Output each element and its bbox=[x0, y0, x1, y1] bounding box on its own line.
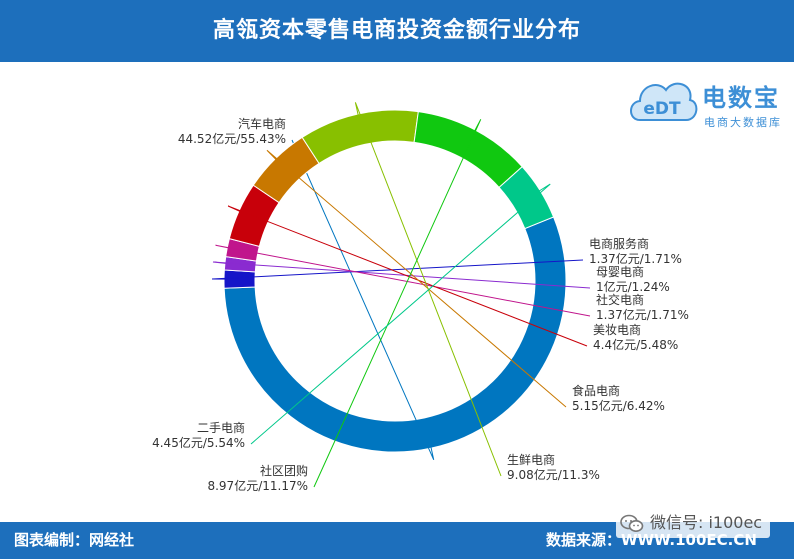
logo-badge: eDT bbox=[643, 99, 681, 119]
slice-name-label: 二手电商 bbox=[197, 420, 245, 435]
leader-line-1 bbox=[291, 139, 435, 461]
leader-line-6 bbox=[266, 149, 567, 408]
slice-name-label: 电商服务商 bbox=[589, 236, 649, 251]
logo-name: 电数宝 bbox=[702, 84, 780, 112]
slice-value-label: 1.37亿元/1.71% bbox=[589, 251, 682, 266]
slice-value-label: 1.37亿元/1.71% bbox=[596, 307, 689, 322]
leader-line-8 bbox=[313, 119, 482, 488]
slice-value-label: 5.15亿元/6.42% bbox=[572, 398, 665, 413]
slice-value-label: 4.4亿元/5.48% bbox=[593, 337, 678, 352]
slice-name-label: 汽车电商 bbox=[238, 116, 286, 131]
slice-value-label: 44.52亿元/55.43% bbox=[178, 131, 286, 146]
slice-value-label: 4.45亿元/5.54% bbox=[152, 435, 245, 450]
leader-line-3 bbox=[212, 261, 591, 289]
slice-name-label: 美妆电商 bbox=[593, 322, 641, 337]
slice-2 bbox=[223, 269, 256, 289]
leader-line-7 bbox=[354, 102, 502, 477]
slice-name-label: 社交电商 bbox=[596, 292, 644, 307]
leader-line-4 bbox=[215, 244, 591, 317]
leader-line-9 bbox=[250, 183, 551, 445]
page-title: 高瓴资本零售电商投资金额行业分布 bbox=[212, 18, 581, 43]
slice-name-label: 生鲜电商 bbox=[507, 452, 555, 467]
logo-subtitle: 电商大数据库 bbox=[704, 116, 782, 129]
slice-name-label: 食品电商 bbox=[572, 383, 620, 398]
leader-line-5 bbox=[227, 205, 588, 347]
leader-line-2 bbox=[211, 259, 584, 280]
slice-name-label: 母婴电商 bbox=[596, 264, 644, 279]
slice-name-label: 社区团购 bbox=[260, 463, 308, 478]
slice-8 bbox=[413, 111, 523, 189]
header-bar: 高瓴资本零售电商投资金额行业分布 bbox=[0, 0, 794, 62]
wechat-watermark: 微信号: i100ec bbox=[616, 508, 771, 538]
logo: eDT 电数宝 电商大数据库 bbox=[626, 70, 794, 136]
slice-value-label: 9.08亿元/11.3% bbox=[507, 467, 600, 482]
slice-7 bbox=[301, 109, 419, 165]
donut-chart: 汽车电商44.52亿元/55.43%电商服务商1.37亿元/1.71%母婴电商1… bbox=[152, 102, 689, 493]
slice-9 bbox=[498, 165, 555, 230]
cloud-logo-icon: eDT bbox=[630, 82, 698, 121]
footer-credit: 图表编制：网经社 bbox=[14, 531, 135, 549]
slice-1 bbox=[223, 216, 567, 453]
wechat-icon bbox=[620, 514, 644, 532]
wechat-text: 微信号: i100ec bbox=[650, 513, 763, 532]
slice-value-label: 1亿元/1.24% bbox=[596, 279, 670, 294]
slice-value-label: 8.97亿元/11.17% bbox=[207, 478, 308, 493]
